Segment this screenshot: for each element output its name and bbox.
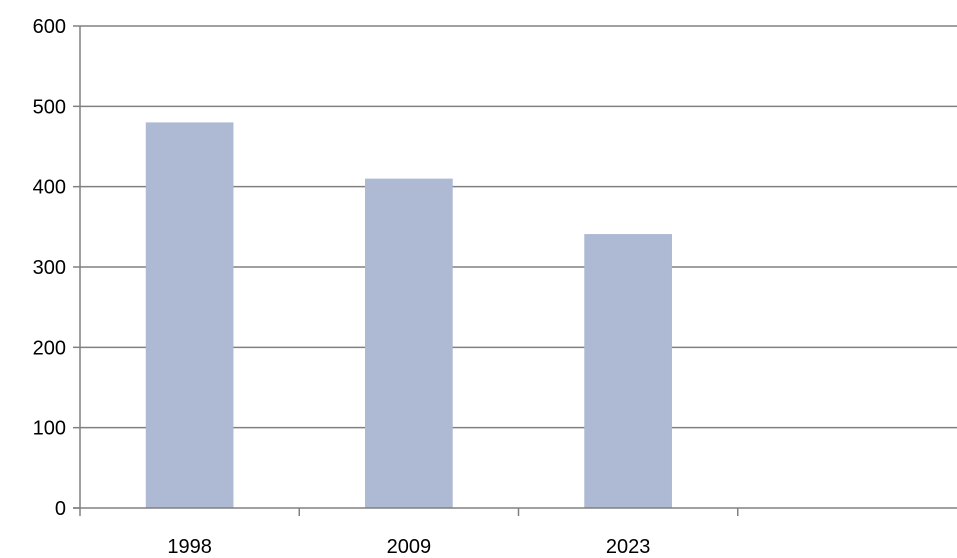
y-tick-label-400: 400 [33,177,66,199]
bar-1998 [145,122,234,509]
bar-2023 [584,234,672,508]
y-tick-label-200: 200 [33,337,66,359]
bar-2009 [365,178,453,508]
y-tick-label-600: 600 [33,16,66,38]
y-tick-label-0: 0 [55,498,66,520]
x-tick-label-2009: 2009 [387,536,432,558]
bars [145,122,672,509]
x-tick-label-2023: 2023 [606,536,651,558]
axes [73,25,957,516]
y-tick-label-300: 300 [33,257,66,279]
x-tick-label-1998: 1998 [167,536,212,558]
tick-labels: 0 100 200 300 400 500 600 1998 2009 2023 [33,16,651,558]
y-tick-label-100: 100 [33,418,66,440]
y-tick-label-500: 500 [33,96,66,118]
